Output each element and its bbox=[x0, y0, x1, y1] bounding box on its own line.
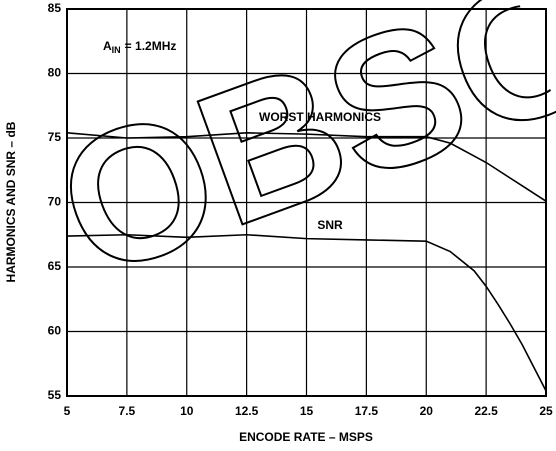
series-line bbox=[66, 233, 547, 392]
y-tick-label: 80 bbox=[48, 66, 62, 80]
series-label: SNR bbox=[317, 218, 343, 232]
y-tick-label: 75 bbox=[48, 130, 62, 144]
y-tick-label: 65 bbox=[48, 259, 62, 273]
x-tick-label: 22.5 bbox=[474, 404, 498, 418]
series-label: WORST HARMONICS bbox=[259, 110, 381, 124]
y-tick-label: 60 bbox=[48, 324, 62, 338]
x-tick-label: 25 bbox=[539, 404, 553, 418]
x-tick-label: 15 bbox=[300, 404, 314, 418]
x-tick-label: 20 bbox=[420, 404, 434, 418]
condition-label-part: IN bbox=[112, 45, 121, 55]
series-line bbox=[66, 132, 547, 202]
x-tick-label: 17.5 bbox=[355, 404, 379, 418]
y-axis-title: HARMONICS AND SNR – dB bbox=[4, 121, 18, 282]
x-tick-label: 10 bbox=[180, 404, 194, 418]
y-tick-label: 55 bbox=[48, 388, 62, 402]
x-axis-title: ENCODE RATE – MSPS bbox=[239, 430, 373, 444]
y-tick-label: 70 bbox=[48, 195, 62, 209]
plot-frame bbox=[66, 8, 547, 397]
condition-label-part: = 1.2MHz bbox=[125, 39, 177, 53]
x-tick-label: 5 bbox=[64, 404, 71, 418]
condition-label: AIN = 1.2MHz bbox=[103, 39, 176, 55]
x-tick-label: 7.5 bbox=[119, 404, 136, 418]
condition-label-part: A bbox=[103, 39, 112, 53]
y-tick-label: 85 bbox=[48, 1, 62, 15]
x-tick-label: 12.5 bbox=[235, 404, 259, 418]
